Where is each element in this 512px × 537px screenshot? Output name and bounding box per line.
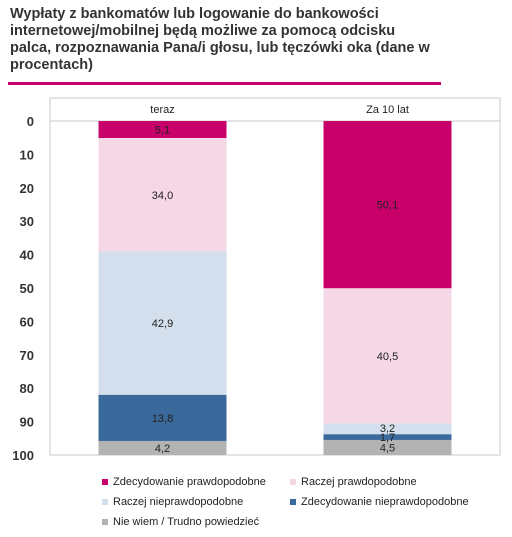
y-tick-label: 100 (12, 448, 34, 463)
legend-swatch (102, 479, 108, 485)
y-tick-label: 90 (20, 415, 34, 430)
bar-segment (98, 394, 227, 441)
bar-segment (323, 121, 452, 289)
legend-label: Zdecydowanie nieprawdopodobne (301, 496, 469, 508)
y-axis: 0 10 20 30 40 50 60 70 80 90 100 (12, 114, 34, 463)
bars (98, 121, 452, 455)
data-label: 13,8 (152, 413, 173, 425)
data-label: 5,1 (155, 125, 170, 137)
y-tick-label: 10 (20, 147, 34, 162)
y-tick-label: 70 (20, 348, 34, 363)
bar-segment (323, 439, 452, 455)
legend-item: Zdecydowanie nieprawdopodobne (290, 496, 469, 508)
title-underline (8, 82, 441, 85)
legend-swatch (102, 499, 108, 505)
data-label: 4,2 (155, 443, 170, 455)
y-tick-label: 30 (20, 214, 34, 229)
y-tick-label: 60 (20, 314, 34, 329)
legend-item: Zdecydowanie prawdopodobne (102, 476, 266, 488)
value-labels: 5,1 34,0 42,9 13,8 4,2 50,1 40,5 3,21,74,5 (152, 125, 398, 455)
category-label: teraz (150, 104, 174, 116)
data-label: 50,1 (377, 200, 398, 212)
y-tick-label: 20 (20, 181, 34, 196)
data-label: 42,9 (152, 318, 173, 330)
category-label: Za 10 lat (366, 104, 409, 116)
legend-swatch (102, 519, 108, 525)
legend-label: Zdecydowanie prawdopodobne (113, 476, 266, 488)
y-tick-label: 0 (27, 114, 34, 129)
legend-label: Raczej nieprawdopodobne (113, 496, 244, 508)
legend-item: Raczej prawdopodobne (290, 476, 417, 488)
plot-border (49, 120, 501, 456)
data-label: 1,7 (380, 432, 395, 444)
category-labels: teraz Za 10 lat (150, 104, 409, 116)
bar-segment (98, 251, 227, 395)
y-tick-label: 80 (20, 381, 34, 396)
y-tick-label: 50 (20, 281, 34, 296)
data-label: 34,0 (152, 190, 173, 202)
legend-label: Nie wiem / Trudno powiedzieć (113, 516, 260, 528)
data-label: 3,2 (380, 423, 395, 435)
data-label: 4,5 (380, 442, 395, 454)
legend-item: Raczej nieprawdopodobne (102, 496, 243, 508)
legend-swatch (290, 499, 296, 505)
bar-segment (98, 138, 227, 252)
legend-item: Nie wiem / Trudno powiedzieć (102, 516, 259, 528)
bar-segment (323, 434, 452, 440)
bar-segment (98, 121, 227, 139)
y-tick-label: 40 (20, 248, 34, 263)
chart-title: Wypłaty z bankomatów lub logowanie do ba… (10, 6, 430, 73)
chart-frame (49, 97, 501, 456)
data-label: 40,5 (377, 351, 398, 363)
bar-segment (323, 288, 452, 424)
bar-segment (98, 440, 227, 455)
legend-label: Raczej prawdopodobne (301, 476, 417, 488)
stacked-bar-chart: 0 10 20 30 40 50 60 70 80 90 100 teraz Za 10 lat 5,… (12, 97, 501, 463)
bar-segment (323, 423, 452, 435)
legend-swatch (290, 479, 296, 485)
